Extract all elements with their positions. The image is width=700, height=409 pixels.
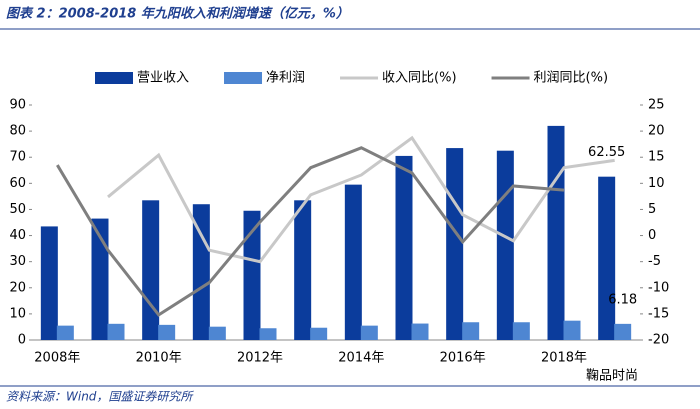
bar — [496, 150, 514, 340]
legend-label: 利润同比(%) — [534, 71, 609, 86]
bar — [512, 322, 530, 340]
y-tick-label: 60 — [9, 176, 26, 191]
y2-tick-label: -15 — [648, 306, 669, 321]
y-tick-label: 40 — [9, 228, 26, 243]
y-tick-label: 20 — [9, 280, 26, 295]
y2-tick-label: 20 — [648, 124, 665, 139]
bar — [446, 148, 464, 340]
x-tick-label: 2018年 — [541, 351, 587, 366]
bar — [40, 226, 58, 340]
bar — [208, 326, 226, 340]
x-tick-label: 2008年 — [34, 351, 80, 366]
data-label: 62.55 — [588, 145, 625, 160]
x-tick-label: 2012年 — [237, 351, 283, 366]
y-tick-label: 90 — [9, 98, 26, 113]
bar — [56, 325, 74, 340]
y2-tick-label: 0 — [648, 228, 656, 243]
y-tick-label: 80 — [9, 124, 26, 139]
bar — [563, 320, 581, 340]
legend-label: 收入同比(%) — [382, 71, 457, 86]
bar — [411, 323, 429, 340]
bar — [344, 184, 362, 340]
legend-label: 净利润 — [266, 71, 305, 86]
data-label: 6.18 — [608, 292, 637, 307]
source: 资料来源：Wind，国盛证券研究所 — [6, 390, 194, 404]
chart-title: 图表 2：2008-2018 年九阳收入和利润增速（亿元，%） — [6, 6, 349, 22]
x-tick-label: 2014年 — [338, 351, 384, 366]
bar — [547, 125, 565, 340]
y2-tick-label: 15 — [648, 150, 665, 165]
bar — [598, 176, 616, 340]
y2-tick-label: -5 — [648, 254, 661, 269]
y-tick-label: 0 — [18, 333, 26, 348]
legend-label: 营业收入 — [137, 71, 189, 86]
bar — [294, 200, 312, 340]
bar — [310, 327, 328, 340]
y2-tick-label: -10 — [648, 280, 669, 295]
legend-swatch — [95, 72, 133, 84]
bar — [614, 323, 632, 340]
bar — [360, 325, 378, 340]
bar — [243, 210, 261, 340]
line-series — [56, 146, 565, 317]
bar — [142, 200, 160, 340]
y2-tick-label: -20 — [648, 333, 669, 348]
legend-swatch — [224, 72, 263, 84]
bar — [192, 204, 210, 340]
bar — [107, 323, 125, 340]
bar — [462, 322, 480, 340]
watermark: 鞠品时尚 — [586, 369, 638, 384]
x-tick-label: 2010年 — [136, 351, 182, 366]
y-tick-label: 70 — [9, 150, 26, 165]
y2-tick-label: 25 — [648, 98, 665, 113]
y-tick-label: 50 — [9, 202, 26, 217]
bar — [91, 218, 109, 340]
y-tick-label: 30 — [9, 254, 26, 269]
bar — [259, 328, 277, 340]
bar — [158, 324, 176, 340]
y2-tick-label: 10 — [648, 176, 665, 191]
x-tick-label: 2016年 — [440, 351, 486, 366]
y2-tick-label: 5 — [648, 202, 656, 217]
y-tick-label: 10 — [9, 306, 26, 321]
bar — [395, 155, 413, 340]
line-series — [107, 135, 615, 264]
